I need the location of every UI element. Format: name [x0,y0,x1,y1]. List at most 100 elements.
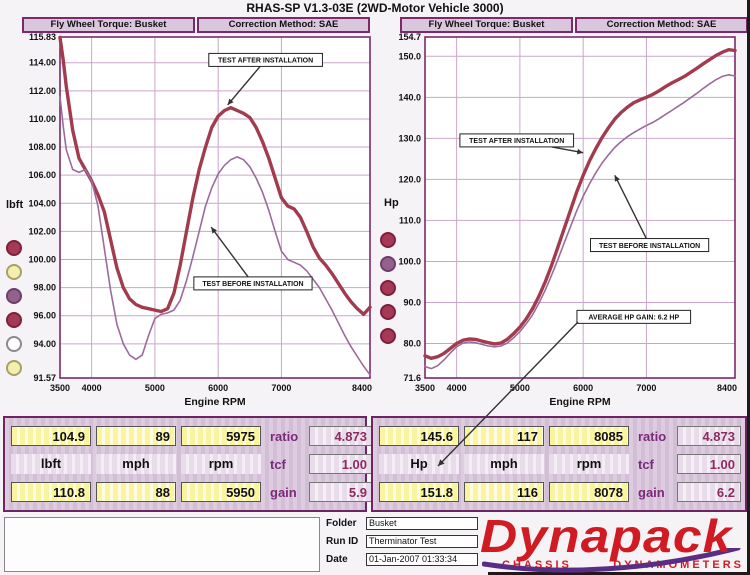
date-field[interactable]: 01-Jan-2007 01:33:34 [366,553,478,566]
svg-text:140.0: 140.0 [398,92,421,102]
run-color-dot[interactable] [380,232,396,248]
hp-readout-panel: 145.6 117 8085 ratio 4.873 Hp mph rpm tc… [371,416,747,512]
svg-text:100.00: 100.00 [28,255,56,265]
window-title: RHAS-SP V1.3-03E (2WD-Motor Vehicle 3000… [246,1,504,15]
hp-before-max-display: 145.6 [379,426,459,446]
svg-text:Engine RPM: Engine RPM [184,396,246,408]
svg-text:110.0: 110.0 [399,215,421,225]
folder-field[interactable]: Busket [366,517,478,530]
horsepower-chart: 154.7 150.0 140.0 130.0 120.0 110.0 100.0 90.0 8… [387,32,737,411]
scan-edge-bottom [488,572,750,575]
speed-after-display: 88 [96,482,176,502]
folder-label: Folder [326,518,357,529]
svg-text:AVERAGE HP GAIN: 6.2 HP: AVERAGE HP GAIN: 6.2 HP [588,315,679,322]
svg-text:7000: 7000 [636,383,656,393]
hp-gain-label: gain [638,484,665,500]
hp-rpm-before-display: 8085 [549,426,629,446]
svg-text:96.00: 96.00 [33,311,56,321]
svg-text:94.00: 94.00 [33,339,56,349]
torque-unit-label: lbft [11,454,91,474]
tcf-value: 1.00 [309,454,373,474]
hp-speed-unit-label: mph [464,454,544,474]
svg-text:154.7: 154.7 [398,33,421,42]
hp-gain-value: 6.2 [677,482,741,502]
run-color-dot[interactable] [6,360,22,376]
svg-text:3500: 3500 [50,383,70,393]
svg-text:TEST AFTER INSTALLATION: TEST AFTER INSTALLATION [469,138,564,145]
run-color-dot[interactable] [380,328,396,344]
run-color-dot[interactable] [6,336,22,352]
hp-unit-label: Hp [379,454,459,474]
svg-text:6000: 6000 [573,383,593,393]
svg-text:98.00: 98.00 [33,283,56,293]
scan-edge-right [747,0,750,575]
left-torque-source-header: Fly Wheel Torque: Busket [22,17,195,33]
ratio-value: 4.873 [309,426,373,446]
svg-text:91.57: 91.57 [33,373,56,383]
torque-after-max-display: 110.8 [11,482,91,502]
hp-after-max-display: 151.8 [379,482,459,502]
hp-tcf-value: 1.00 [677,454,741,474]
run-color-dot[interactable] [6,264,22,280]
speed-before-display: 89 [96,426,176,446]
tcf-label: tcf [270,456,286,472]
run-color-dot[interactable] [380,256,396,272]
svg-text:71.6: 71.6 [403,373,421,383]
torque-readout-panel: 104.9 89 5975 ratio 4.873 lbft mph rpm t… [3,416,373,512]
svg-text:108.00: 108.00 [28,142,56,152]
run-color-dot[interactable] [6,312,22,328]
torque-gain-value: 5.9 [309,482,373,502]
rpm-unit-label: rpm [181,454,261,474]
svg-text:4000: 4000 [82,383,102,393]
logo-swoosh-icon [482,548,741,573]
run-color-dots-right [380,232,398,352]
run-id-field[interactable]: Therminator Test [366,535,478,548]
right-correction-method-header: Correction Method: SAE [575,17,748,33]
logo-wordmark: Dynapack [480,510,733,562]
run-id-label: Run ID [326,536,359,547]
torque-chart: 115.83 114.00 112.00 110.00 108.00 106.00 104.… [22,32,372,411]
svg-text:7000: 7000 [271,383,291,393]
hp-ratio-value: 4.873 [677,426,741,446]
hp-speed-after-display: 116 [464,482,544,502]
svg-text:130.0: 130.0 [398,133,421,143]
svg-text:100.0: 100.0 [398,256,421,266]
notes-box [4,517,320,572]
rpm-after-display: 5950 [181,482,261,502]
hp-speed-before-display: 117 [464,426,544,446]
hp-ratio-label: ratio [638,428,667,444]
svg-text:110.00: 110.00 [29,114,56,124]
run-color-dot[interactable] [380,280,396,296]
svg-text:8400: 8400 [352,383,372,393]
hp-rpm-after-display: 8078 [549,482,629,502]
torque-axis-unit-label: lbft [6,199,24,211]
run-color-dot[interactable] [380,304,396,320]
hp-axis-unit-label: Hp [384,197,399,209]
logo-tagline-dynamometers: DYNAMOMETERS [613,559,744,571]
svg-text:115.83: 115.83 [29,33,56,42]
svg-text:104.00: 104.00 [28,198,56,208]
svg-text:150.0: 150.0 [398,51,421,61]
speed-unit-label: mph [96,454,176,474]
run-info-fields: Folder Busket Run ID Therminator Test Da… [326,517,482,571]
gain-label: gain [270,484,297,500]
svg-text:106.00: 106.00 [28,170,56,180]
svg-text:114.00: 114.00 [29,58,56,68]
svg-text:5000: 5000 [510,383,530,393]
svg-text:102.00: 102.00 [28,226,56,236]
svg-text:112.00: 112.00 [29,86,56,96]
svg-text:6000: 6000 [208,383,228,393]
right-torque-source-header: Fly Wheel Torque: Busket [400,17,573,33]
run-color-dot[interactable] [6,240,22,256]
svg-text:8400: 8400 [717,383,737,393]
left-correction-method-header: Correction Method: SAE [197,17,370,33]
svg-text:120.0: 120.0 [398,174,421,184]
torque-before-max-display: 104.9 [11,426,91,446]
svg-text:TEST BEFORE INSTALLATION: TEST BEFORE INSTALLATION [599,243,700,250]
rpm-before-display: 5975 [181,426,261,446]
hp-tcf-label: tcf [638,456,654,472]
run-color-dot[interactable] [6,288,22,304]
run-color-dots-left [6,240,24,384]
ratio-label: ratio [270,428,299,444]
